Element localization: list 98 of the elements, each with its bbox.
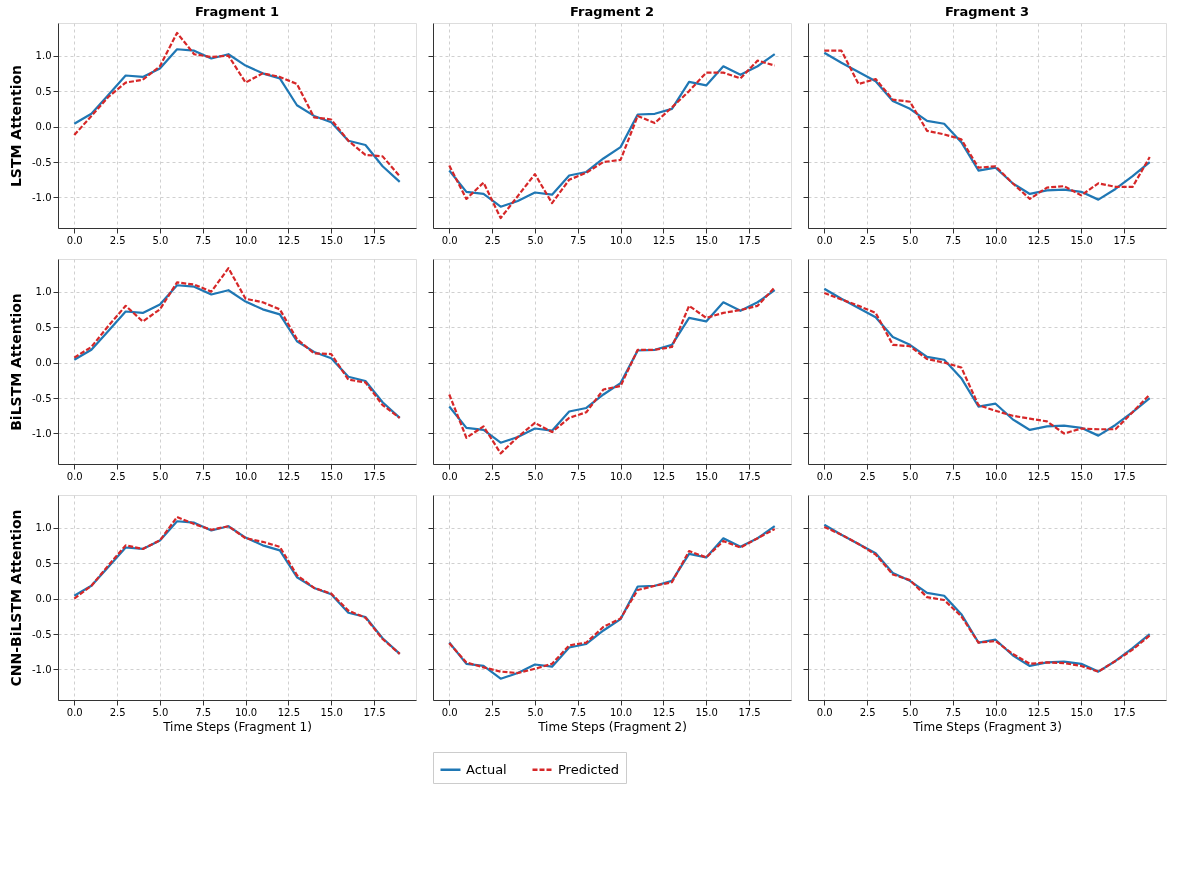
x-tick-label: 17.5 xyxy=(738,234,761,246)
y-axis-title: LSTM Attention xyxy=(7,64,24,188)
x-tick-label: 12.5 xyxy=(277,706,301,718)
x-tick-label: 15.0 xyxy=(320,470,343,482)
x-tick-label: 10.0 xyxy=(609,706,633,718)
x-tick-label: 17.5 xyxy=(1113,706,1136,718)
x-tick-label: 15.0 xyxy=(695,234,718,246)
y-tick-label: 0.0 xyxy=(35,593,52,605)
x-tick-label: 15.0 xyxy=(1070,234,1093,246)
x-tick-label: 17.5 xyxy=(1113,470,1136,482)
y-tick-label: 0.5 xyxy=(35,557,52,569)
y-tick-label: 0.0 xyxy=(35,121,52,133)
x-tick-label: 7.5 xyxy=(570,234,587,246)
x-tick-label: 7.5 xyxy=(570,470,587,482)
chart-title: Fragment 1 xyxy=(195,4,279,19)
x-tick-label: 17.5 xyxy=(1113,234,1136,246)
x-tick-label: 2.5 xyxy=(484,470,501,482)
x-tick-label: 5.0 xyxy=(152,706,169,718)
x-tick-label: 2.5 xyxy=(109,706,126,718)
x-tick-label: 2.5 xyxy=(859,234,876,246)
x-tick-label: 7.5 xyxy=(195,470,212,482)
y-tick-label: -1.0 xyxy=(31,192,52,203)
x-tick-label: 10.0 xyxy=(609,470,633,482)
x-tick-label: 15.0 xyxy=(695,470,718,482)
y-axis-title: BiLSTM Attention xyxy=(7,293,24,431)
x-tick-label: 2.5 xyxy=(484,706,501,718)
x-tick-label: 0.0 xyxy=(66,234,83,246)
x-tick-label: 5.0 xyxy=(527,470,544,482)
x-tick-label: 10.0 xyxy=(984,706,1008,718)
x-tick-label: 15.0 xyxy=(320,234,343,246)
y-tick-label: -0.5 xyxy=(31,628,52,640)
x-tick-label: 2.5 xyxy=(109,234,126,246)
x-tick-label: 5.0 xyxy=(527,234,544,246)
x-axis-title: Time Steps (Fragment 2) xyxy=(537,719,687,734)
x-tick-label: 12.5 xyxy=(277,234,301,246)
y-tick-label: 0.5 xyxy=(35,321,52,333)
x-tick-label: 5.0 xyxy=(527,706,544,718)
x-tick-label: 2.5 xyxy=(859,706,876,718)
y-tick-label: 0.5 xyxy=(35,85,52,97)
y-tick-label: -0.5 xyxy=(31,392,52,404)
x-tick-label: 10.0 xyxy=(234,470,258,482)
x-tick-label: 7.5 xyxy=(945,470,962,482)
x-tick-label: 0.0 xyxy=(441,706,458,718)
x-tick-label: 0.0 xyxy=(441,470,458,482)
x-tick-label: 5.0 xyxy=(902,470,919,482)
x-tick-label: 12.5 xyxy=(652,706,676,718)
y-tick-label: -1.0 xyxy=(31,428,52,439)
x-tick-label: 5.0 xyxy=(152,470,169,482)
y-tick-label: 0.0 xyxy=(35,357,52,369)
x-tick-label: 12.5 xyxy=(1027,234,1051,246)
x-tick-label: 7.5 xyxy=(945,234,962,246)
legend-label: Actual xyxy=(466,761,507,777)
y-tick-label: 1.0 xyxy=(35,286,52,298)
x-tick-label: 17.5 xyxy=(738,470,761,482)
x-tick-label: 0.0 xyxy=(441,234,458,246)
x-tick-label: 0.0 xyxy=(816,706,833,718)
x-tick-label: 12.5 xyxy=(652,470,676,482)
chart-title: Fragment 2 xyxy=(570,4,654,19)
x-tick-label: 15.0 xyxy=(1070,470,1093,482)
x-tick-label: 0.0 xyxy=(816,470,833,482)
x-axis-title: Time Steps (Fragment 3) xyxy=(912,719,1062,734)
legend-label: Predicted xyxy=(558,761,620,777)
y-tick-label: 1.0 xyxy=(35,522,52,534)
x-tick-label: 10.0 xyxy=(984,234,1008,246)
x-tick-label: 17.5 xyxy=(363,234,386,246)
x-tick-label: 0.0 xyxy=(66,706,83,718)
y-tick-label: -1.0 xyxy=(31,664,52,675)
x-tick-label: 0.0 xyxy=(66,470,83,482)
x-tick-label: 2.5 xyxy=(109,470,126,482)
x-tick-label: 15.0 xyxy=(1070,706,1093,718)
x-tick-label: 7.5 xyxy=(570,706,587,718)
x-tick-label: 7.5 xyxy=(195,234,212,246)
x-tick-label: 5.0 xyxy=(902,234,919,246)
x-axis-title: Time Steps (Fragment 1) xyxy=(162,719,312,734)
x-tick-label: 17.5 xyxy=(363,706,386,718)
x-tick-label: 12.5 xyxy=(652,234,676,246)
x-tick-label: 7.5 xyxy=(945,706,962,718)
x-tick-label: 10.0 xyxy=(609,234,633,246)
x-tick-label: 5.0 xyxy=(152,234,169,246)
y-tick-label: 1.0 xyxy=(35,50,52,62)
x-tick-label: 0.0 xyxy=(816,234,833,246)
y-tick-label: -0.5 xyxy=(31,156,52,168)
y-axis-title: CNN-BiLSTM Attention xyxy=(7,509,24,687)
x-tick-label: 2.5 xyxy=(484,234,501,246)
chart-title: Fragment 3 xyxy=(945,4,1029,19)
x-tick-label: 5.0 xyxy=(902,706,919,718)
x-tick-label: 12.5 xyxy=(277,470,301,482)
x-tick-label: 10.0 xyxy=(234,706,258,718)
x-tick-label: 12.5 xyxy=(1027,706,1051,718)
x-tick-label: 15.0 xyxy=(320,706,343,718)
x-tick-label: 15.0 xyxy=(695,706,718,718)
x-tick-label: 10.0 xyxy=(984,470,1008,482)
x-tick-label: 7.5 xyxy=(195,706,212,718)
x-tick-label: 17.5 xyxy=(363,470,386,482)
x-tick-label: 17.5 xyxy=(738,706,761,718)
x-tick-label: 2.5 xyxy=(859,470,876,482)
x-tick-label: 10.0 xyxy=(234,234,258,246)
x-tick-label: 12.5 xyxy=(1027,470,1051,482)
